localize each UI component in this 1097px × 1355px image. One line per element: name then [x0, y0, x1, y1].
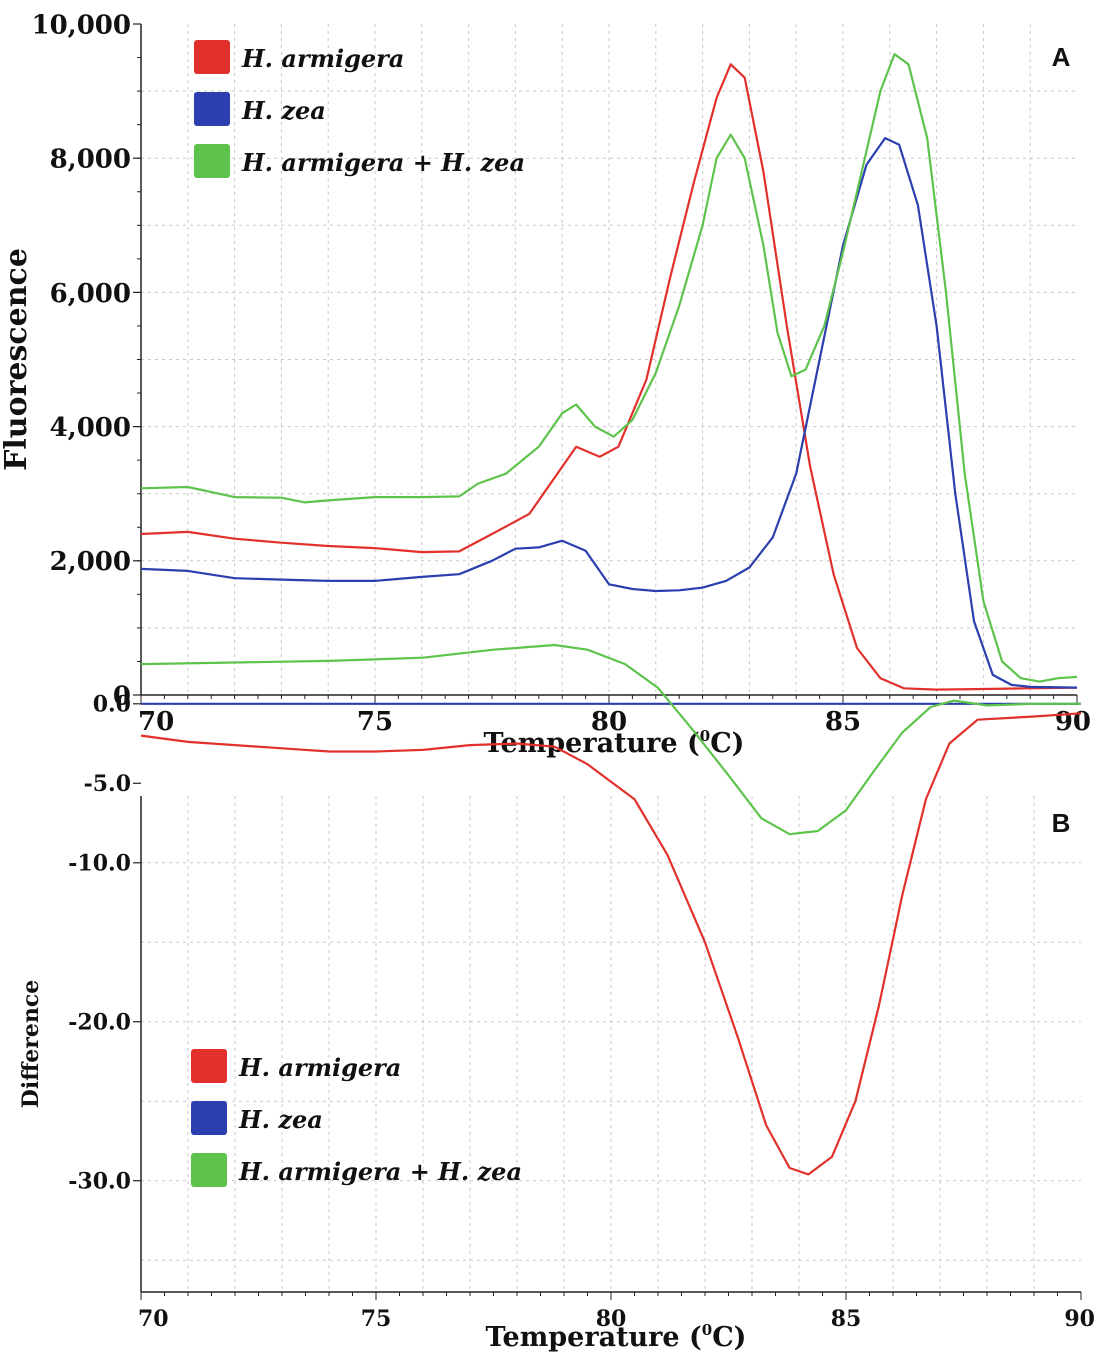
x-tick-label: 85 [825, 707, 861, 737]
y-tick-label: 0 [113, 681, 131, 711]
legend-label: H. armigera + H. zea [238, 1157, 522, 1186]
x-tick-label: 85 [831, 1306, 862, 1332]
x-tick-label: 90 [1055, 707, 1091, 737]
y-tick-label: 6,000 [50, 279, 131, 309]
y-tick-label: 2,000 [50, 547, 131, 577]
legend-a: H. armigera H. zea H. armigera + H. zea [194, 40, 525, 178]
x-tick-label: 75 [357, 707, 393, 737]
legend-label: H. armigera [238, 1053, 401, 1082]
x-tick-label: 75 [361, 1306, 392, 1332]
y-tick-label: 10,000 [31, 10, 131, 40]
panel-label-b: B [1052, 808, 1071, 838]
panel-label-a: A [1052, 42, 1071, 72]
x-tick-label: 70 [138, 707, 174, 737]
x-tick-label: 80 [596, 1306, 627, 1332]
legend-swatch [191, 1101, 227, 1135]
y-tick-label: 0.0 [93, 692, 131, 718]
x-tick-label: 80 [591, 707, 627, 737]
y-axis-title-a: Fluorescence [0, 248, 34, 471]
legend-label: H. armigera + H. zea [241, 148, 525, 177]
legend-swatch [191, 1153, 227, 1187]
chart-panel-b: 70 75 80 85 90 -5.0 0.0 -10.0 -20.0 -30.0 Temperat… [18, 643, 1095, 1353]
legend-swatch [194, 92, 230, 126]
x-tick-label: 70 [138, 1306, 169, 1332]
chart-panel-a: 70 75 80 85 9002,0004,0006,0008,00010,000Tem… [0, 10, 1091, 759]
legend-swatch [194, 144, 230, 178]
y-tick-label: -10.0 [68, 851, 131, 877]
legend-label: H. zea [241, 96, 326, 125]
y-tick-label: -5.0 [84, 771, 131, 797]
series-line-h-armigera-h-zea [140, 643, 1081, 836]
y-tick-label: 4,000 [50, 413, 131, 443]
x-tick-label: 90 [1064, 1306, 1095, 1332]
y-axis-title-b: Difference [18, 980, 44, 1108]
series-line-h-armigera [140, 712, 1082, 1176]
series-line-h-zea [140, 137, 1078, 689]
legend-b: H. armigera H. zea H. armigera + H. zea [191, 1049, 522, 1187]
legend-label: H. zea [238, 1105, 323, 1134]
series-line-h-armigera [140, 63, 1078, 691]
gridlines-b [141, 796, 1081, 1292]
legend-swatch [191, 1049, 227, 1083]
y-tick-label: -20.0 [68, 1010, 131, 1036]
x-axis-title-b: Temperature (0C) [486, 1321, 747, 1353]
series-line-h-armigera-h-zea [140, 53, 1078, 683]
y-tick-label: -30.0 [68, 1169, 131, 1195]
y-tick-label: 8,000 [50, 145, 131, 175]
legend-label: H. armigera [241, 44, 404, 73]
legend-swatch [194, 40, 230, 74]
